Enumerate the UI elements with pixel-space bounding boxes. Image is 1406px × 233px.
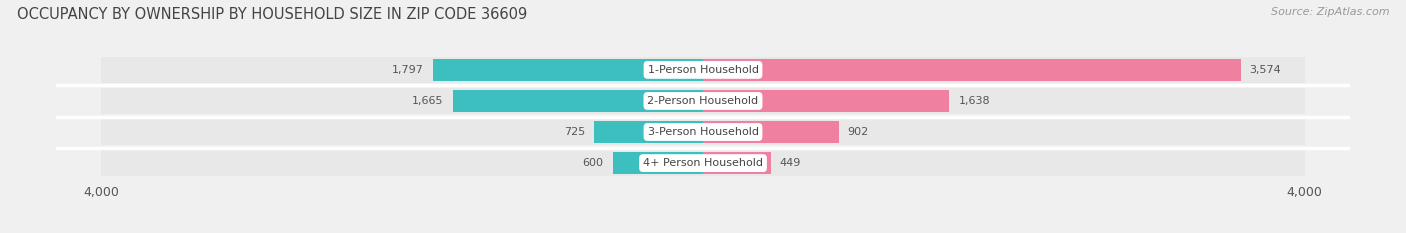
Text: 1,665: 1,665: [412, 96, 443, 106]
Text: 902: 902: [848, 127, 869, 137]
Bar: [101, 150, 1305, 176]
Bar: [101, 88, 1305, 114]
Text: 600: 600: [582, 158, 603, 168]
Bar: [613, 152, 703, 174]
Text: 2-Person Household: 2-Person Household: [647, 96, 759, 106]
Text: 1,797: 1,797: [392, 65, 423, 75]
Text: 725: 725: [564, 127, 585, 137]
Bar: [433, 59, 703, 81]
Bar: [703, 59, 1240, 81]
Text: 3,574: 3,574: [1250, 65, 1281, 75]
Text: Source: ZipAtlas.com: Source: ZipAtlas.com: [1271, 7, 1389, 17]
Text: OCCUPANCY BY OWNERSHIP BY HOUSEHOLD SIZE IN ZIP CODE 36609: OCCUPANCY BY OWNERSHIP BY HOUSEHOLD SIZE…: [17, 7, 527, 22]
Bar: [453, 90, 703, 112]
Bar: [703, 121, 838, 143]
Text: 1-Person Household: 1-Person Household: [648, 65, 758, 75]
Text: 449: 449: [779, 158, 801, 168]
Bar: [703, 152, 770, 174]
Bar: [593, 121, 703, 143]
Bar: [101, 57, 1305, 83]
Text: 3-Person Household: 3-Person Household: [648, 127, 758, 137]
Bar: [101, 119, 1305, 145]
Text: 1,638: 1,638: [959, 96, 990, 106]
Text: 4+ Person Household: 4+ Person Household: [643, 158, 763, 168]
Bar: [703, 90, 949, 112]
